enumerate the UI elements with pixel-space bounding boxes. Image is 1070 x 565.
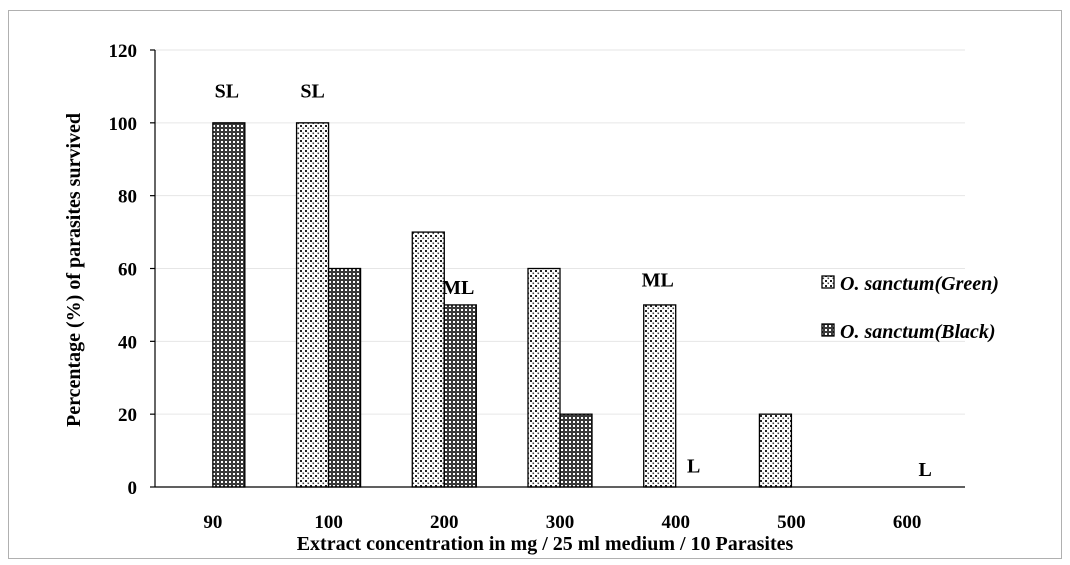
y-tick-label: 60 — [118, 260, 137, 281]
y-tick-label: 120 — [109, 41, 138, 62]
y-tick-label: 80 — [118, 187, 137, 208]
y-axis-title: Percentage (%) of parasites survived — [63, 113, 85, 427]
x-axis-title: Extract concentration in mg / 25 ml medi… — [297, 533, 794, 555]
y-tick-label: 100 — [109, 114, 138, 135]
legend: O. sanctum(Green) O. sanctum(Black) — [821, 273, 999, 343]
bar-green-200 — [411, 231, 445, 488]
bar-green-100 — [295, 122, 330, 488]
annotation-label: L — [918, 459, 931, 481]
x-tick-label: 400 — [661, 512, 690, 533]
bar-black-300 — [559, 413, 593, 488]
annotation-label: SL — [300, 80, 324, 102]
x-tick-label: 600 — [893, 512, 922, 533]
legend-swatch-black — [821, 323, 835, 337]
annotation-label: ML — [442, 277, 474, 299]
y-tick-label: 20 — [118, 405, 137, 426]
x-tick-labels: 90 100 200 300 400 500 600 — [203, 512, 921, 533]
bar-green-400 — [643, 304, 677, 488]
gridlines — [155, 49, 965, 415]
y-tick-labels: 0 20 40 60 80 100 120 — [109, 41, 155, 499]
annotation-label: SL — [215, 80, 239, 102]
x-tick-label: 90 — [203, 512, 222, 533]
y-tick-label: 40 — [118, 332, 137, 353]
x-tick-label: 100 — [314, 512, 343, 533]
annotation-label: L — [687, 455, 700, 477]
annotation-label: ML — [642, 270, 674, 292]
legend-label-green: O. sanctum(Green) — [840, 273, 999, 295]
bar-green-500 — [758, 413, 793, 488]
bar-black-200 — [443, 304, 477, 488]
bars — [212, 122, 793, 488]
bar-black-100 — [327, 267, 362, 488]
bar-black-90 — [212, 122, 246, 488]
legend-swatch-green — [821, 275, 835, 289]
legend-label-black: O. sanctum(Black) — [840, 321, 996, 343]
x-tick-label: 500 — [777, 512, 806, 533]
y-tick-label: 0 — [128, 478, 138, 499]
x-tick-label: 300 — [546, 512, 575, 533]
annotations: SL SL ML ML L L — [215, 80, 932, 481]
chart-frame — [8, 10, 1062, 559]
bar-green-300 — [527, 267, 561, 488]
x-tick-label: 200 — [430, 512, 459, 533]
